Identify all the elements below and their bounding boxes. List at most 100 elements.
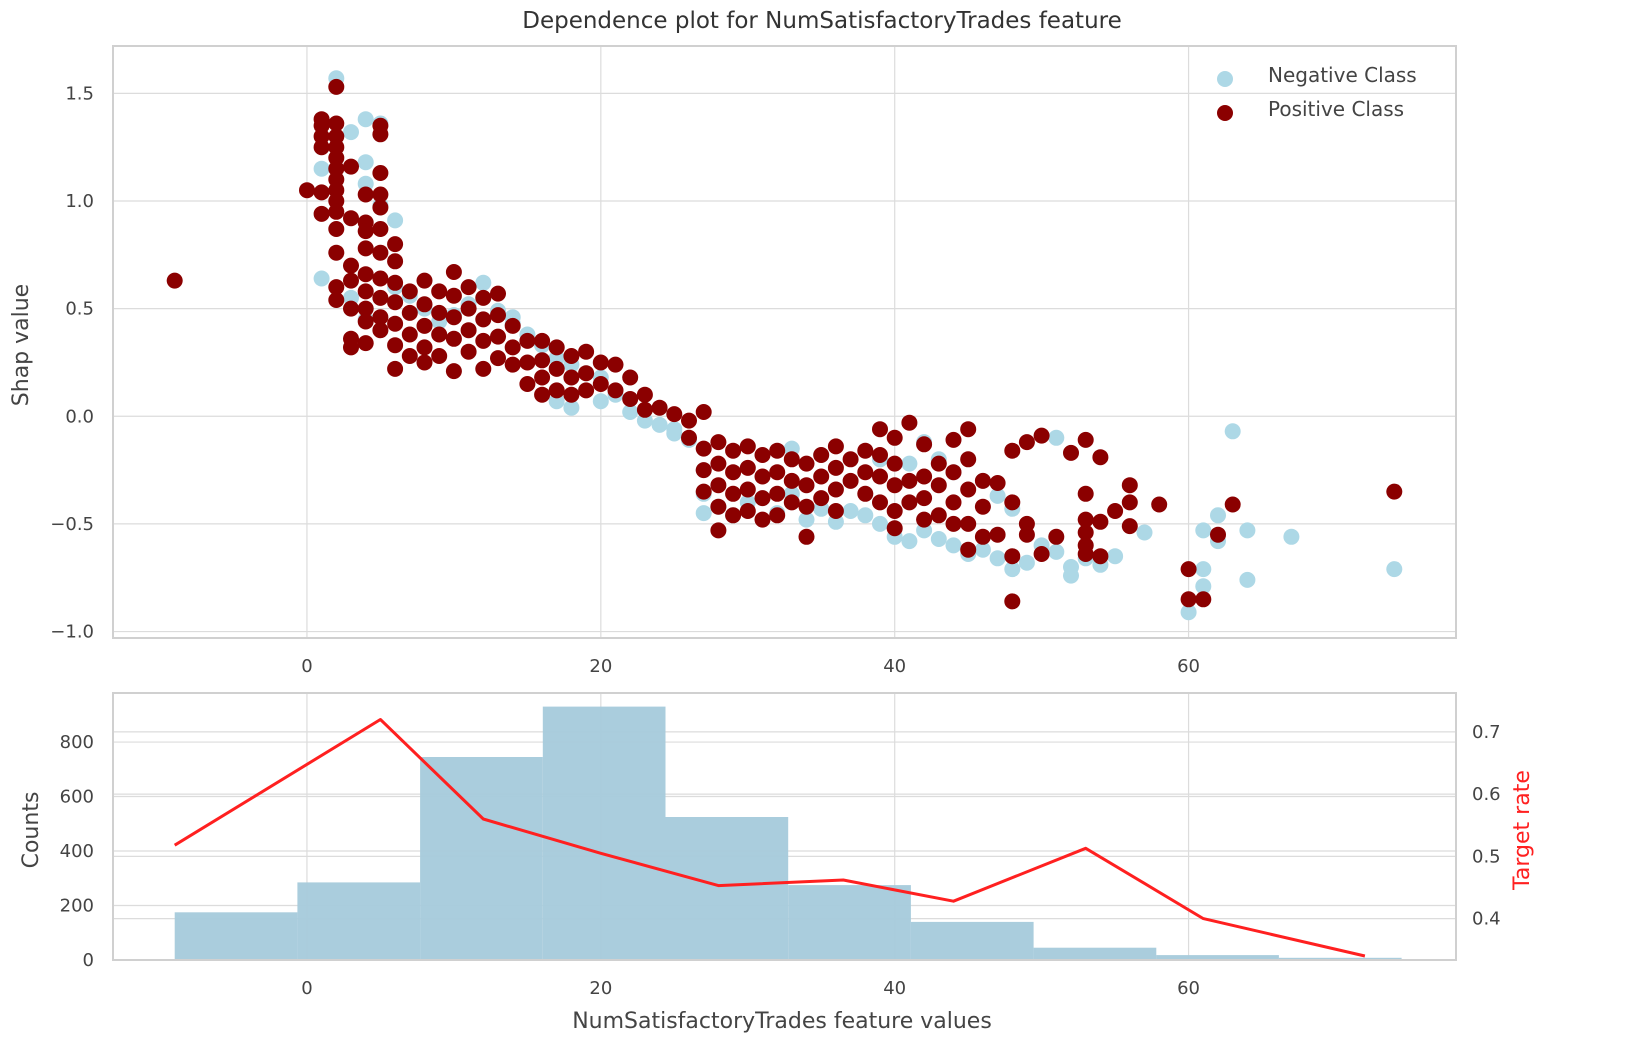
target-rate-tick-label: 0.4 (1472, 909, 1501, 930)
positive-class-point (328, 115, 345, 132)
positive-class-point (695, 404, 712, 420)
positive-class-point (886, 520, 903, 537)
positive-class-point (813, 490, 830, 507)
positive-class-point (357, 283, 374, 300)
negative-class-point (974, 541, 991, 558)
positive-class-point (431, 348, 448, 364)
positive-class-point (387, 294, 404, 311)
positive-class-point (578, 343, 595, 360)
positive-class-point (1121, 494, 1138, 511)
positive-class-point (387, 337, 404, 354)
positive-class-point (960, 481, 977, 498)
positive-class-point (401, 283, 418, 300)
histogram-x-tick-label: 60 (1177, 978, 1200, 999)
positive-class-point (1210, 526, 1226, 543)
scatter-y-tick-label: 0.5 (65, 299, 94, 320)
negative-class-point (1063, 567, 1079, 584)
legend-label-positive: Positive Class (1268, 97, 1404, 121)
positive-class-point (754, 490, 771, 507)
positive-class-point (651, 399, 668, 416)
positive-class-point (445, 363, 462, 380)
positive-class-point (1121, 477, 1138, 494)
positive-class-point (519, 332, 536, 349)
histogram-y-ticks: 0 200 400 600 800 (60, 732, 94, 971)
histogram-bars (174, 706, 1402, 960)
histogram-x-tick-label: 40 (883, 978, 906, 999)
positive-class-point (695, 483, 712, 500)
negative-class-point (313, 160, 330, 177)
positive-class-point (857, 464, 874, 481)
positive-class-point (313, 139, 330, 156)
positive-class-point (460, 343, 477, 360)
positive-class-point (989, 475, 1006, 491)
scatter-y-tick-label: 1.0 (65, 191, 94, 212)
positive-class-point (1092, 513, 1109, 530)
positive-class-point (739, 503, 756, 519)
positive-class-point (592, 376, 609, 392)
positive-class-point (343, 257, 359, 274)
positive-class-point (372, 221, 389, 237)
positive-class-point (372, 126, 389, 143)
scatter-x-ticks: 0 20 40 60 (301, 656, 1200, 677)
scatter-y-ticks: −1.0 −0.5 0.0 0.5 1.0 1.5 (50, 83, 94, 642)
positive-class-point (754, 447, 771, 463)
positive-class-point (974, 472, 991, 489)
positive-class-point (901, 494, 918, 511)
histogram-plot-frame (112, 692, 1457, 961)
positive-class-point (725, 442, 742, 459)
target-rate-line (173, 718, 1366, 958)
positive-class-point (960, 515, 977, 532)
positive-class-point (475, 289, 492, 306)
histogram-y-tick-label: 600 (60, 787, 94, 808)
positive-class-point (872, 494, 888, 511)
positive-class-point (798, 455, 815, 472)
scatter-y-tick-label: 0.0 (65, 406, 94, 427)
positive-class-point (534, 332, 551, 349)
positive-class-point (401, 348, 418, 364)
positive-class-point (1063, 444, 1079, 461)
histogram-x-axis-label: NumSatisfactoryTrades feature values (572, 1009, 992, 1034)
positive-class-point (445, 330, 462, 347)
positive-class-point (813, 468, 830, 485)
positive-class-point (534, 369, 551, 386)
positive-class-point (1018, 526, 1035, 543)
histogram-bar (297, 882, 421, 960)
positive-class-point (754, 468, 771, 485)
positive-class-point (930, 477, 947, 494)
positive-class-point (827, 481, 844, 498)
positive-class-point (916, 490, 933, 507)
positive-class-point (372, 289, 389, 306)
positive-class-point (901, 472, 918, 489)
positive-class-point (872, 421, 888, 438)
positive-class-point (798, 498, 815, 515)
negative-class-point (930, 531, 947, 547)
positive-class-point (960, 421, 977, 438)
positive-class-point (504, 356, 521, 373)
legend-marker-positive (1217, 105, 1233, 121)
positive-class-point (1224, 496, 1241, 513)
positive-class-point (798, 528, 815, 545)
positive-class-point (548, 339, 565, 356)
target-rate-axis-label: Target rate (1510, 770, 1535, 891)
positive-class-point (930, 507, 947, 524)
negative-class-point (592, 393, 609, 410)
positive-class-point (328, 78, 345, 95)
scatter-plot-frame (112, 45, 1457, 639)
positive-class-point (328, 292, 345, 308)
legend-marker-negative (1217, 71, 1233, 87)
histogram-bar (788, 885, 911, 960)
positive-class-point (798, 477, 815, 494)
positive-class-point (1151, 496, 1168, 513)
positive-class-point (1121, 518, 1138, 535)
histogram-y-axis-label: Counts (19, 792, 44, 869)
positive-class-point (607, 382, 624, 399)
positive-class-point (783, 494, 800, 511)
positive-class-point (534, 386, 551, 403)
scatter-grid (113, 46, 1456, 638)
positive-class-point (416, 296, 433, 313)
histogram-bar (1033, 947, 1157, 960)
positive-class-point (769, 485, 786, 502)
negative-class-point (357, 154, 374, 171)
positive-class-point (328, 221, 345, 237)
positive-class-point (1077, 431, 1094, 448)
